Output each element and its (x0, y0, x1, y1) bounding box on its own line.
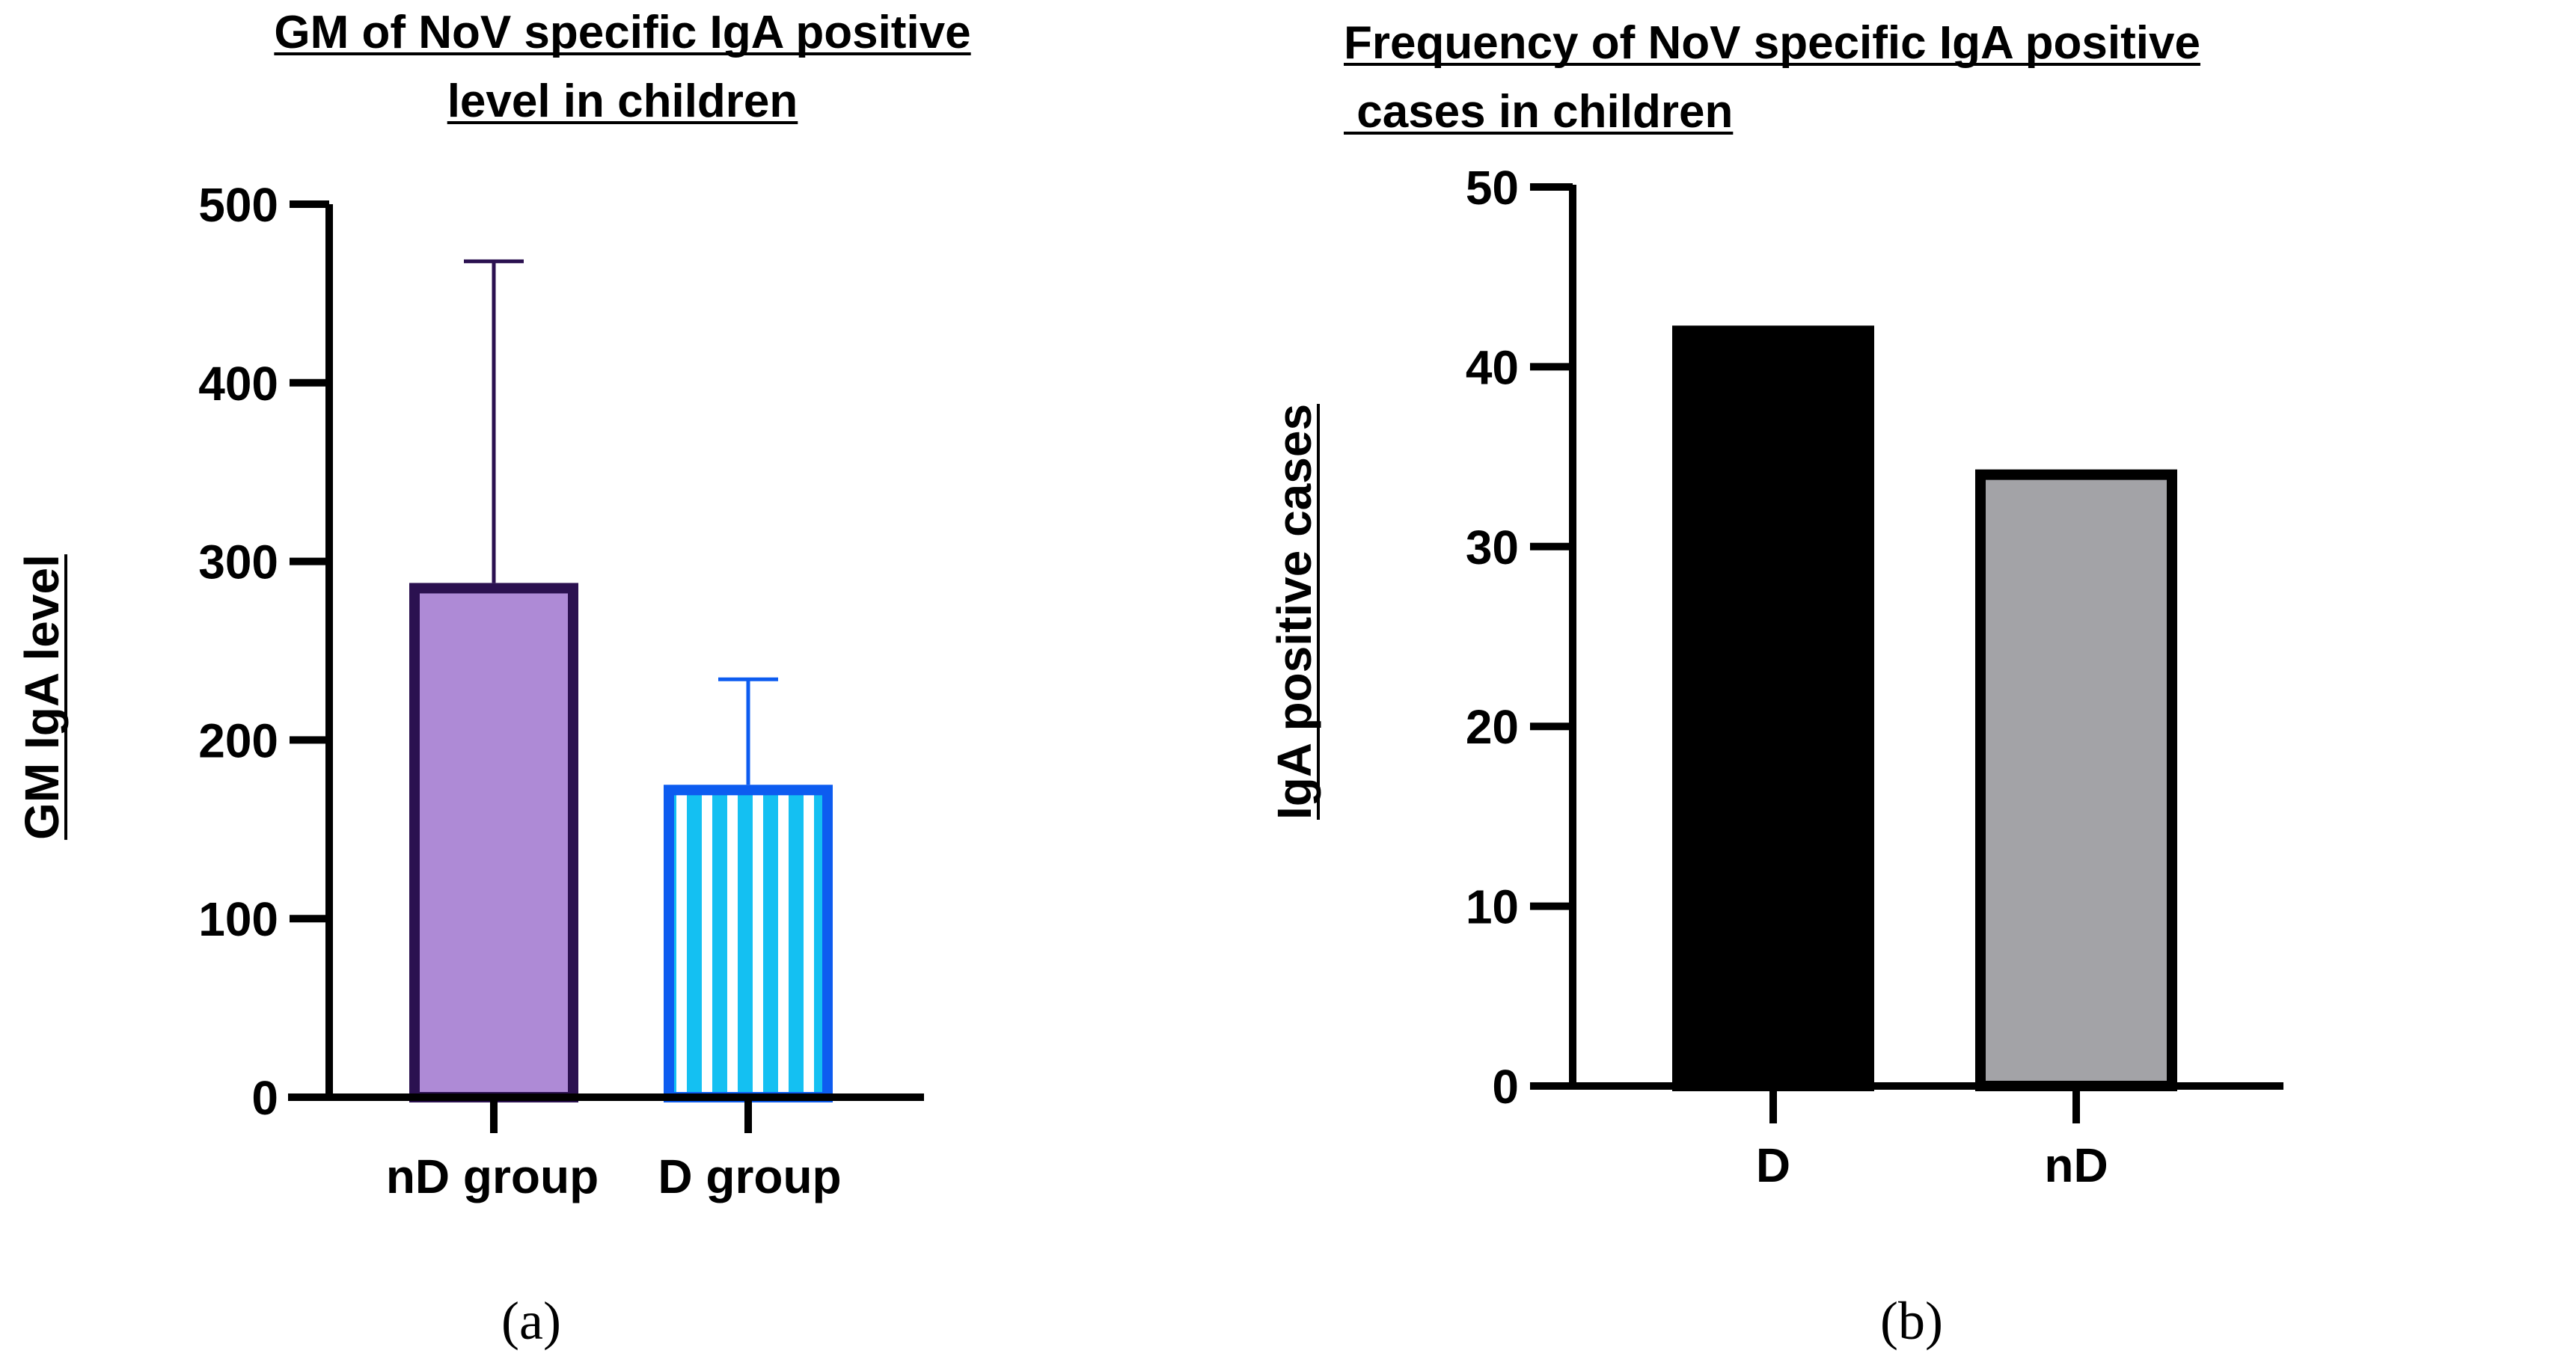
chart-a-title-line2: level in children (447, 76, 798, 127)
chart-a-bar-d-group (664, 785, 833, 1103)
chart-a-y-tick-label: 100 (198, 892, 278, 946)
chart-a-y-tick-label: 200 (198, 714, 278, 767)
chart-b-y-tick-label: 20 (1466, 700, 1519, 754)
chart-a-y-ticks: 0 100 200 300 400 500 (198, 178, 329, 1125)
chart-a-y-tick-label: 300 (198, 536, 278, 589)
chart-a-caption: (a) (501, 1291, 561, 1351)
chart-a-title-line1: GM of NoV specific IgA positive (274, 7, 970, 58)
chart-a: GM of NoV specific IgA positive level in… (15, 7, 971, 1351)
chart-b-bar-d (1672, 325, 1874, 1091)
chart-a-y-tick-label: 500 (198, 178, 278, 232)
chart-b-title-line2: cases in children (1344, 86, 1733, 138)
chart-a-x-tick-label: D group (658, 1150, 841, 1203)
chart-b: Frequency of NoV specific IgA positive c… (1267, 17, 2283, 1351)
chart-b-y-tick-label: 40 (1466, 340, 1519, 394)
chart-b-bars (1672, 325, 2177, 1091)
chart-b-bar-nd (1975, 469, 2177, 1091)
chart-a-bars (409, 583, 833, 1103)
chart-a-error-bars (464, 259, 778, 785)
chart-b-y-axis-label: IgA positive cases (1267, 404, 1321, 820)
chart-b-x-tick-label: nD (2044, 1138, 2108, 1192)
chart-b-caption: (b) (1880, 1291, 1943, 1351)
chart-a-bar-nd-group (409, 583, 578, 1102)
chart-b-x-tick-label: D (1756, 1138, 1790, 1192)
chart-b-y-tick-label: 10 (1466, 880, 1519, 934)
chart-b-title-line1: Frequency of NoV specific IgA positive (1344, 17, 2200, 69)
chart-a-x-tick-label: nD group (386, 1150, 599, 1203)
chart-a-y-axis-label: GM IgA level (15, 554, 69, 840)
chart-b-y-tick-label: 0 (1492, 1060, 1519, 1114)
chart-a-x-ticks: nD group D group (386, 1097, 842, 1203)
chart-b-y-ticks: 0 10 20 30 40 50 (1466, 161, 1573, 1114)
chart-b-y-tick-label: 50 (1466, 161, 1519, 215)
chart-a-y-tick-label: 0 (251, 1071, 278, 1125)
chart-a-y-tick-label: 400 (198, 357, 278, 411)
chart-b-y-tick-label: 30 (1466, 521, 1519, 574)
